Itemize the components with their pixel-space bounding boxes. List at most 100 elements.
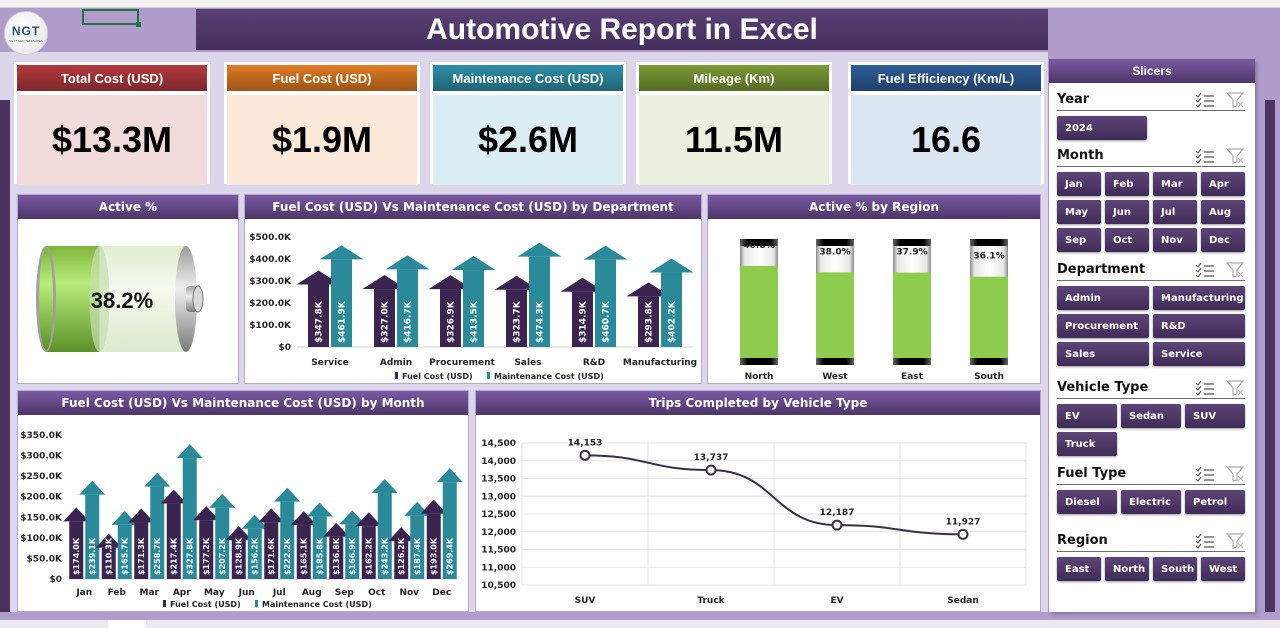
clear-filter-icon[interactable] <box>1225 261 1245 278</box>
fuel-cost-arrow: $128.9K <box>225 525 252 579</box>
slicer-item-may[interactable]: May <box>1057 200 1101 224</box>
x-category-label: Jan <box>75 588 92 598</box>
arrow-head <box>626 282 671 297</box>
maintenance-cost-arrow: $413.5K <box>451 256 496 347</box>
multi-select-icon[interactable] <box>1195 466 1215 482</box>
slicer-item-feb[interactable]: Feb <box>1105 172 1149 196</box>
x-category-label: R&D <box>583 358 605 368</box>
tube-fill <box>970 276 1008 359</box>
slicer-item-mar[interactable]: Mar <box>1153 172 1197 196</box>
arrow-head <box>290 511 317 526</box>
x-category-label: West <box>822 372 848 382</box>
slicer-item-south[interactable]: South <box>1153 557 1197 581</box>
sheet-tab-active[interactable] <box>108 620 146 628</box>
y-tick-label: 11,500 <box>481 546 516 556</box>
data-label: $474.3K <box>536 300 546 343</box>
dept-cost-chart: $0 $100.0K $200.0K $300.0K $400.0K $500.0K $34… <box>249 233 697 381</box>
slicer-item-electric[interactable]: Electric <box>1121 490 1181 514</box>
data-point <box>831 519 843 531</box>
tube-top-ring <box>893 239 931 246</box>
slicer-item-sales[interactable]: Sales <box>1057 342 1149 366</box>
arrow-head <box>241 514 268 529</box>
slicer-item-manufacturing[interactable]: Manufacturing <box>1153 286 1245 310</box>
slicer-header: Vehicle Type <box>1057 377 1245 399</box>
slicer-item-north[interactable]: North <box>1105 557 1149 581</box>
slicer-department: Department Admin Manufacturing Procurement R… <box>1057 259 1245 366</box>
arrow-head <box>339 510 366 525</box>
tube-bottom-ring <box>970 358 1008 365</box>
maintenance-cost-arrow: $269.4K <box>436 468 463 579</box>
slicer-header: Month <box>1057 145 1245 167</box>
arrow-shaft <box>117 524 132 579</box>
arrow-shaft <box>345 524 360 579</box>
slicer-item-suv[interactable]: SUV <box>1185 404 1245 428</box>
slicer-item-diesel[interactable]: Diesel <box>1057 490 1117 514</box>
clear-filter-icon[interactable] <box>1225 379 1245 396</box>
multi-select-icon[interactable] <box>1195 533 1215 549</box>
slicer-item-sedan[interactable]: Sedan <box>1121 404 1181 428</box>
fuel-cost-arrow: $174.0K <box>63 507 90 579</box>
data-label: 13,737 <box>694 453 729 463</box>
slicer-item-procurement[interactable]: Procurement <box>1057 314 1149 338</box>
arrow-shaft <box>85 494 100 579</box>
slicer-title: Region <box>1057 533 1108 548</box>
arrow-shaft <box>506 289 527 347</box>
slicer-item-2024[interactable]: 2024 <box>1057 116 1147 140</box>
slicer-item-service[interactable]: Service <box>1153 342 1245 366</box>
arrow-head <box>517 242 562 257</box>
slicer-item-sep[interactable]: Sep <box>1057 228 1101 252</box>
trips-chart-panel[interactable]: Trips Completed by Vehicle Type 10,500 11… <box>475 390 1041 612</box>
slicer-item-r-d[interactable]: R&D <box>1153 314 1245 338</box>
region-chart-panel[interactable]: Active % by Region 40.8% North 38.0% West 37… <box>707 194 1041 384</box>
maintenance-cost-arrow: $185.8K <box>306 502 333 579</box>
clear-filter-icon[interactable] <box>1225 465 1245 482</box>
slicer-item-petrol[interactable]: Petrol <box>1185 490 1245 514</box>
multi-select-icon[interactable] <box>1195 262 1215 278</box>
legend-label: Fuel Cost (USD) <box>402 372 473 381</box>
month-chart-panel[interactable]: Fuel Cost (USD) Vs Maintenance Cost (USD… <box>17 390 469 612</box>
slicer-item-jan[interactable]: Jan <box>1057 172 1101 196</box>
fuel-cost-arrow: $171.6K <box>258 508 285 579</box>
multi-select-icon[interactable] <box>1195 92 1215 108</box>
clear-filter-icon[interactable] <box>1225 91 1245 108</box>
dept-chart-panel[interactable]: Fuel Cost (USD) Vs Maintenance Cost (USD… <box>244 194 702 384</box>
legend-swatch <box>395 372 398 379</box>
multi-select-icon[interactable] <box>1195 148 1215 164</box>
data-label: $461.9K <box>338 300 348 343</box>
y-tick-label: $300.0K <box>249 277 292 287</box>
slicer-item-truck[interactable]: Truck <box>1057 432 1117 456</box>
slicer-item-dec[interactable]: Dec <box>1201 228 1245 252</box>
x-category-label: Admin <box>380 358 412 368</box>
clear-filter-icon[interactable] <box>1225 147 1245 164</box>
slicer-header: Fuel Type <box>1057 463 1245 485</box>
region-tube: 37.9% <box>893 239 931 365</box>
tube-bottom-ring <box>816 358 854 365</box>
tube-top-ring <box>740 239 778 246</box>
logo-subtext: NEXT GEN TEMPLATES <box>9 38 43 43</box>
slicer-item-nov[interactable]: Nov <box>1153 228 1197 252</box>
slicer-item-jun[interactable]: Jun <box>1105 200 1149 224</box>
slicer-item-apr[interactable]: Apr <box>1201 172 1245 196</box>
clear-filter-icon[interactable] <box>1225 532 1245 549</box>
arrow-head <box>79 480 106 495</box>
legend-label: Fuel Cost (USD) <box>170 600 241 609</box>
slicer-item-ev[interactable]: EV <box>1057 404 1117 428</box>
slicer-item-jul[interactable]: Jul <box>1153 200 1197 224</box>
arrow-shaft <box>101 547 116 579</box>
active-pct-panel[interactable]: Active % 38.2% <box>17 194 239 384</box>
fuel-cost-arrow: $162.2K <box>355 512 382 579</box>
arrow-shaft <box>374 289 395 347</box>
slicer-item-admin[interactable]: Admin <box>1057 286 1149 310</box>
panel-title: Active % by Region <box>708 195 1040 219</box>
x-category-label: Procurement <box>429 358 495 368</box>
slicer-item-aug[interactable]: Aug <box>1201 200 1245 224</box>
multi-select-icon[interactable] <box>1195 380 1215 396</box>
arrow-head <box>388 527 415 542</box>
slicer-item-oct[interactable]: Oct <box>1105 228 1149 252</box>
tube-bottom-ring <box>893 358 931 365</box>
slicer-item-west[interactable]: West <box>1201 557 1245 581</box>
maintenance-cost-arrow: $156.2K <box>241 514 268 579</box>
selected-cell[interactable] <box>82 9 141 27</box>
arrow-shaft <box>215 507 230 579</box>
slicer-item-east[interactable]: East <box>1057 557 1101 581</box>
